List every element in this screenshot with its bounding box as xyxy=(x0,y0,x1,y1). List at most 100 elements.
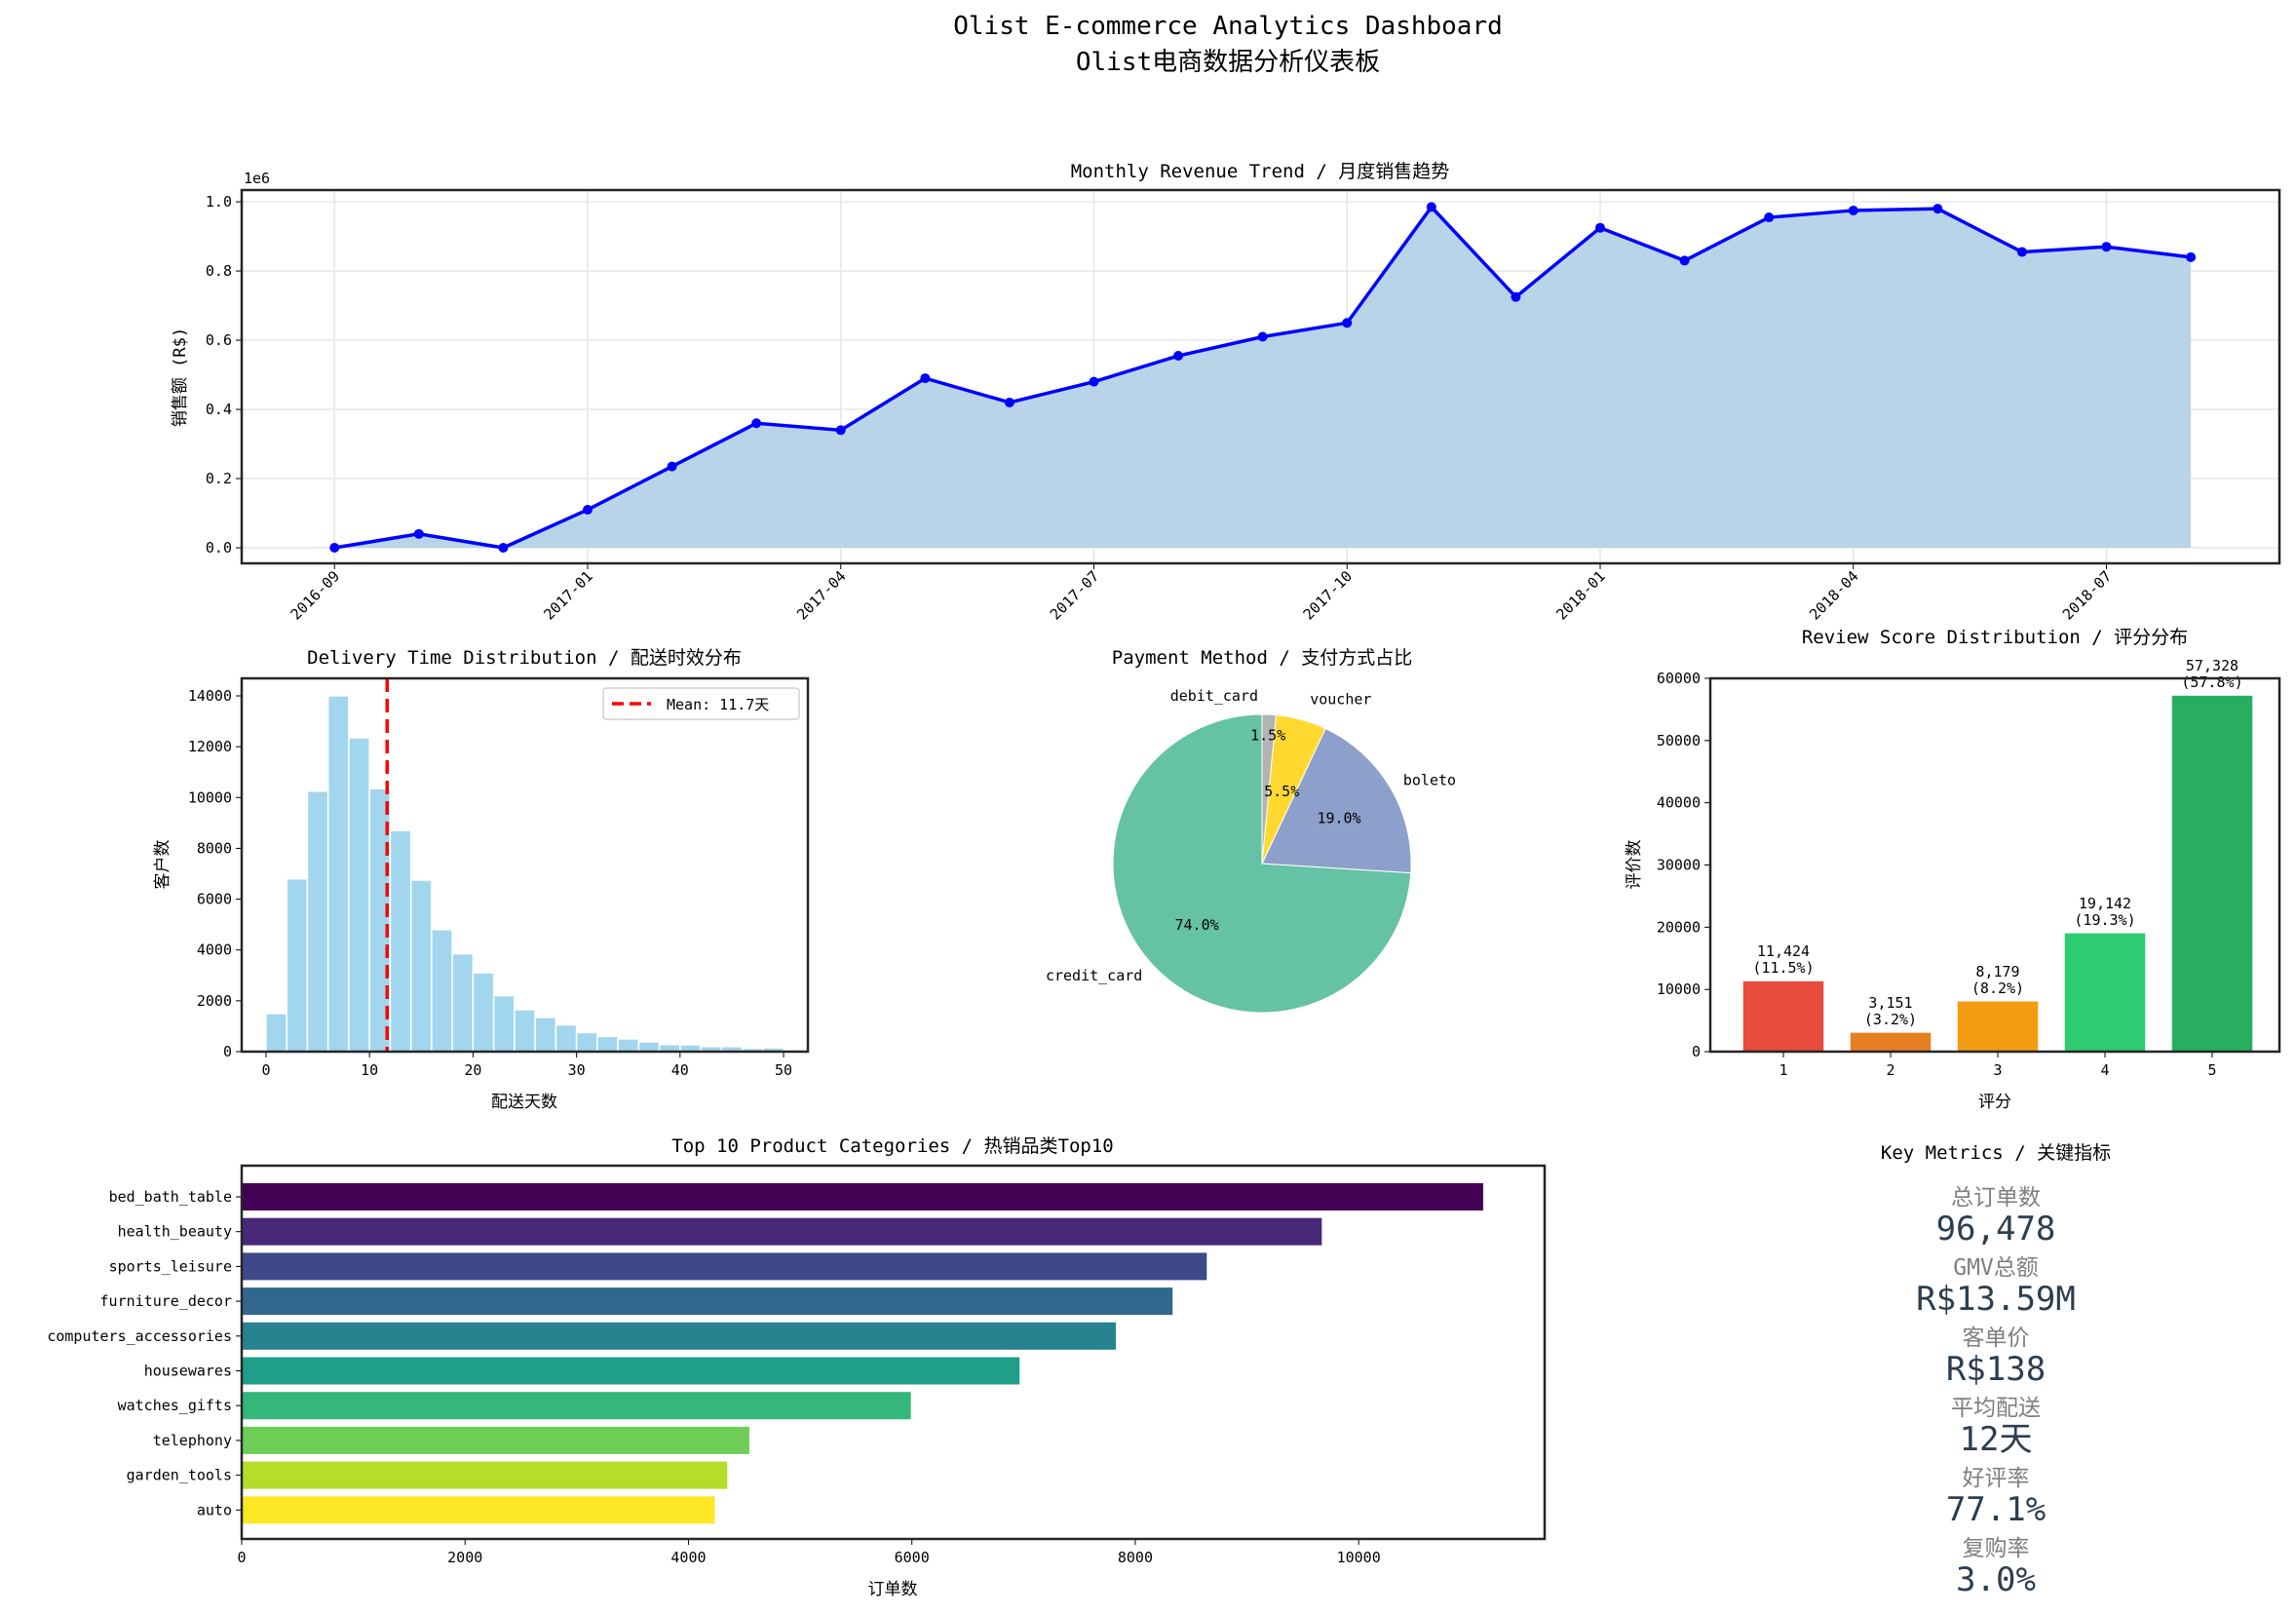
metric-label: 好评率 xyxy=(1963,1466,2030,1491)
review-bar xyxy=(2170,694,2254,1053)
x-tick-label: 4 xyxy=(2100,1061,2109,1079)
delivery-histogram-chart: Delivery Time Distribution / 配送时效分布 配送天数… xyxy=(153,647,810,1112)
payment-pie-chart: Payment Method / 支付方式占比 credit_card 74.0%… xyxy=(1046,647,1456,1014)
revenue-point xyxy=(1089,376,1099,387)
revenue-point xyxy=(413,528,424,539)
category-label: health_beauty xyxy=(118,1223,232,1241)
metric-label: 总订单数 xyxy=(1951,1185,2041,1210)
x-tick-label: 1 xyxy=(1779,1061,1787,1079)
revenue-point xyxy=(1679,255,1690,266)
review-bar xyxy=(2063,932,2147,1053)
y-tick-label: 0 xyxy=(223,1043,232,1060)
x-tick-label: 2018-07 xyxy=(2059,567,2115,623)
category-label: auto xyxy=(197,1501,232,1518)
category-bar xyxy=(242,1426,749,1454)
review-bar-value-label: 19,142 xyxy=(2079,895,2131,912)
category-bar xyxy=(242,1322,1117,1350)
revenue-point xyxy=(582,504,593,515)
categories-axes-frame xyxy=(240,1164,1547,1541)
histogram-bar xyxy=(555,1023,578,1053)
x-tick-label: 2000 xyxy=(447,1549,482,1566)
review-bar xyxy=(1956,1000,2040,1053)
categories-chart-title: Top 10 Product Categories / 热销品类Top10 xyxy=(671,1135,1114,1157)
pie-pct-label: 5.5% xyxy=(1264,783,1299,800)
x-tick-label: 8000 xyxy=(1118,1549,1153,1566)
histogram-bar xyxy=(492,994,516,1053)
pie-label: boleto xyxy=(1403,771,1456,788)
x-tick-label: 2018-01 xyxy=(1552,567,1608,623)
x-tick-label: 10000 xyxy=(1337,1549,1381,1566)
legend-box xyxy=(602,687,800,720)
category-label: housewares xyxy=(144,1363,232,1380)
category-bar xyxy=(242,1287,1173,1316)
revenue-point xyxy=(2016,247,2027,257)
y-tick-label: 0.4 xyxy=(206,401,232,418)
pie-label: voucher xyxy=(1310,691,1371,709)
histogram-bar xyxy=(409,879,433,1053)
y-tick-label: 0.0 xyxy=(206,539,232,557)
revenue-point xyxy=(329,543,340,554)
revenue-point xyxy=(667,461,677,472)
y-tick-label: 10000 xyxy=(1657,980,1701,998)
revenue-chart-title: Monthly Revenue Trend / 月度销售趋势 xyxy=(1071,161,1450,182)
delivery-axes-frame xyxy=(240,676,810,1054)
metric-value: R$13.59M xyxy=(1916,1280,2076,1319)
pie-pct-label: 19.0% xyxy=(1317,809,1360,826)
histogram-bar xyxy=(637,1041,661,1053)
metric-value: 12天 xyxy=(1960,1420,2033,1459)
category-bar xyxy=(242,1252,1207,1281)
revenue-y-axis-label: 销售额 (R$) xyxy=(171,327,190,427)
category-bar xyxy=(242,1217,1322,1246)
top-categories-chart: Top 10 Product Categories / 热销品类Top10 订单… xyxy=(47,1135,1547,1599)
revenue-point xyxy=(1004,397,1014,407)
histogram-bar xyxy=(306,790,329,1053)
x-tick-label: 2017-01 xyxy=(540,567,595,623)
y-tick-label: 2000 xyxy=(197,992,232,1010)
revenue-point xyxy=(1173,351,1184,362)
revenue-point xyxy=(2186,251,2197,262)
y-tick-label: 10000 xyxy=(188,788,232,806)
review-bar-pct-label: (8.2%) xyxy=(1971,980,2024,997)
revenue-offset-label: 1e6 xyxy=(244,170,270,187)
x-tick-label: 2018-04 xyxy=(1806,567,1861,623)
category-label: sports_leisure xyxy=(109,1257,232,1275)
metric-label: 复购率 xyxy=(1963,1536,2030,1561)
revenue-trend-chart: Monthly Revenue Trend / 月度销售趋势 1e6 销售额 (… xyxy=(171,161,2281,624)
metric-label: 客单价 xyxy=(1963,1326,2030,1351)
histogram-bar xyxy=(286,877,309,1053)
histogram-bar xyxy=(534,1017,557,1053)
pie-pct-label: 74.0% xyxy=(1175,916,1219,934)
histogram-bar xyxy=(575,1031,598,1053)
revenue-point xyxy=(2101,242,2112,252)
category-label: garden_tools xyxy=(127,1467,232,1484)
y-tick-label: 14000 xyxy=(188,687,232,705)
y-tick-label: 0.8 xyxy=(206,262,232,280)
metric-value: 3.0% xyxy=(1956,1560,2036,1599)
pie-label: credit_card xyxy=(1046,967,1142,984)
review-bar-value-label: 8,179 xyxy=(1975,963,2019,980)
review-bar-value-label: 11,424 xyxy=(1757,942,1810,960)
histogram-bar xyxy=(617,1038,640,1053)
y-tick-label: 8000 xyxy=(197,839,232,857)
revenue-axes-frame xyxy=(240,188,2281,565)
revenue-point xyxy=(1342,318,1353,328)
x-tick-label: 10 xyxy=(361,1061,378,1079)
category-bar xyxy=(242,1392,911,1420)
x-tick-label: 4000 xyxy=(670,1549,706,1566)
revenue-point xyxy=(1932,204,1943,214)
pie-label: debit_card xyxy=(1170,687,1258,705)
category-label: watches_gifts xyxy=(118,1397,232,1414)
category-bar xyxy=(242,1496,715,1524)
metric-value: 96,478 xyxy=(1936,1210,2056,1249)
histogram-bar xyxy=(265,1013,287,1053)
review-bar-pct-label: (3.2%) xyxy=(1864,1011,1917,1028)
metric-label: 平均配送 xyxy=(1951,1396,2041,1421)
x-tick-label: 2016-09 xyxy=(287,567,343,623)
revenue-point xyxy=(751,418,762,429)
review-bar-pct-label: (19.3%) xyxy=(2074,911,2135,929)
revenue-point xyxy=(1257,331,1268,342)
delivery-chart-title: Delivery Time Distribution / 配送时效分布 xyxy=(307,647,742,669)
y-tick-label: 12000 xyxy=(188,738,232,755)
